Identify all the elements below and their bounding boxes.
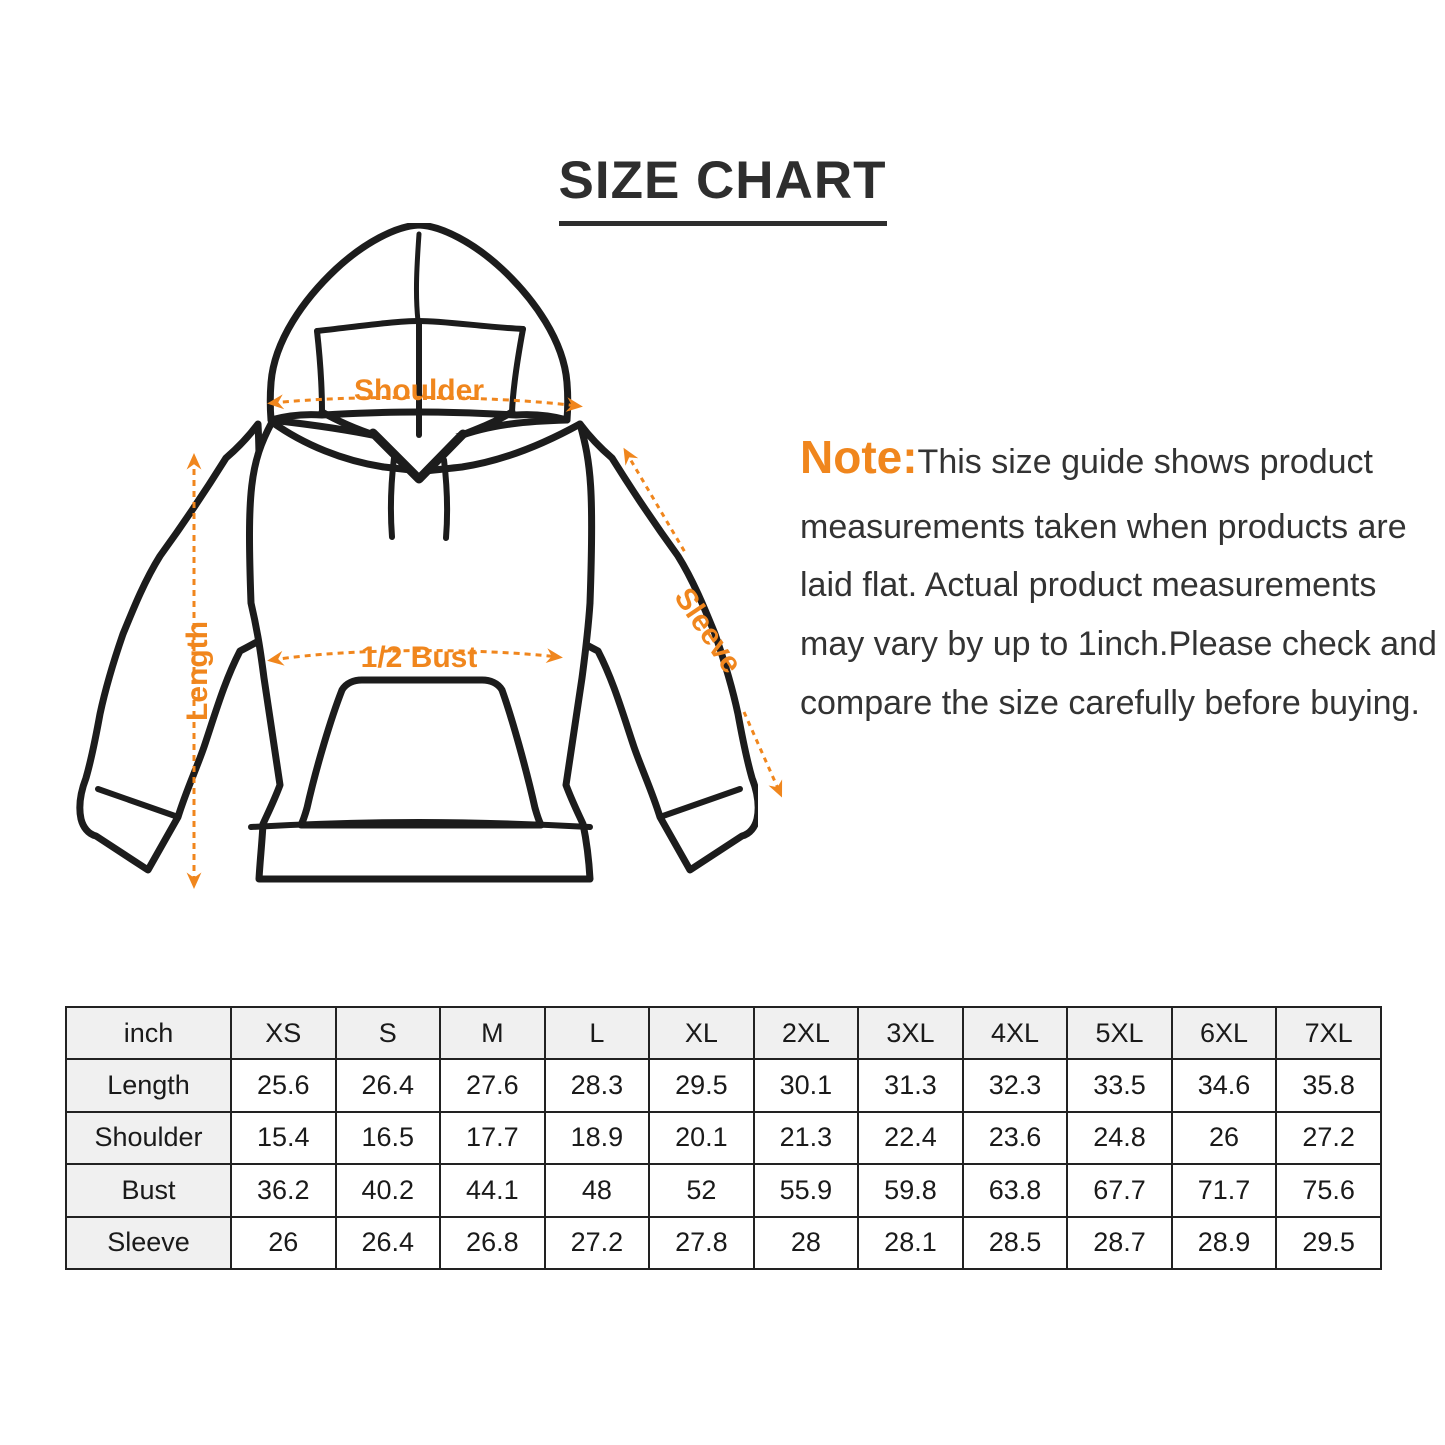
svg-text:Sleeve: Sleeve xyxy=(668,582,749,679)
svg-text:Shoulder: Shoulder xyxy=(354,374,484,407)
svg-text:1/2 Bust: 1/2 Bust xyxy=(361,641,478,674)
svg-text:Length: Length xyxy=(181,621,214,721)
